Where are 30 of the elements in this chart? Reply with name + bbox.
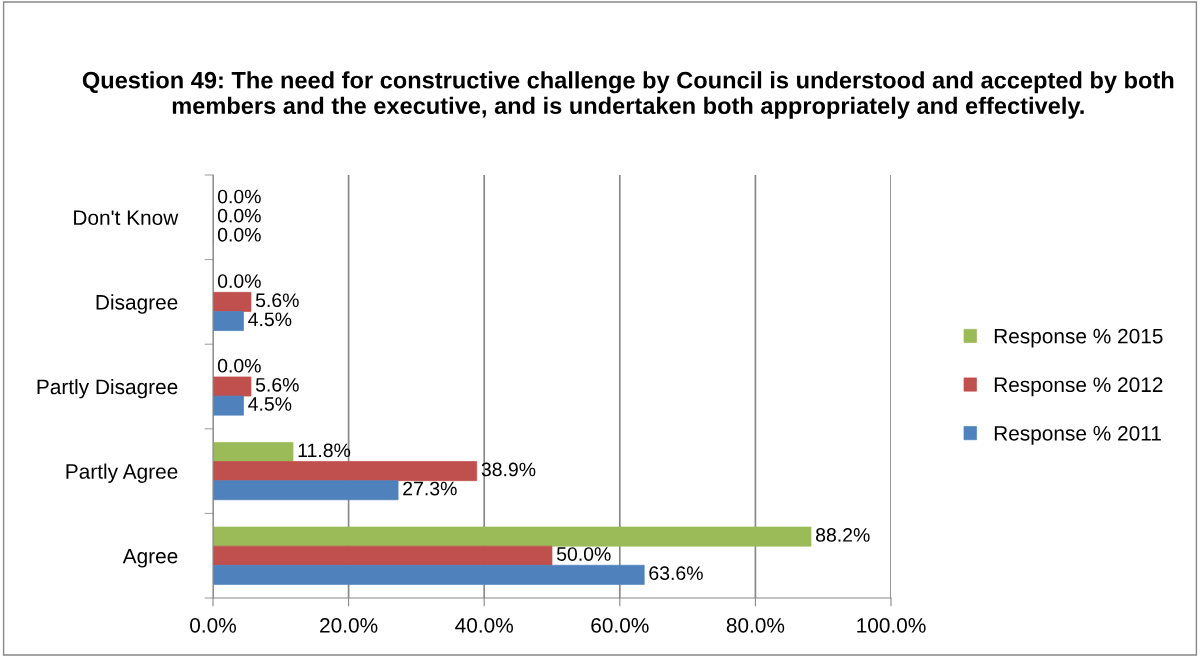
x-tick-label: 40.0% xyxy=(455,617,513,633)
x-tick-label: 20.0% xyxy=(320,617,378,633)
data-label: 27.3% xyxy=(403,481,457,496)
y-tick-label: Partly Agree xyxy=(66,463,178,483)
x-tick-label: 100.0% xyxy=(857,617,926,633)
data-label: 0.0% xyxy=(217,358,261,373)
y-tick-label: Partly Disagree xyxy=(37,378,178,399)
data-label: 0.0% xyxy=(217,274,261,288)
data-label: 11.8% xyxy=(298,443,351,458)
y-tick-label: Don't Know xyxy=(74,210,179,226)
data-label: 38.9% xyxy=(481,462,536,477)
data-label: 4.5% xyxy=(248,397,292,411)
y-tick-label: Disagree xyxy=(96,294,178,314)
x-tick-label: 80.0% xyxy=(726,617,785,633)
data-label: 4.5% xyxy=(248,312,292,327)
data-label: 88.2% xyxy=(816,528,870,542)
data-label: 0.0% xyxy=(217,227,261,242)
data-label: 63.6% xyxy=(649,566,703,581)
data-label: 5.6% xyxy=(255,377,299,392)
x-tick-label: 60.0% xyxy=(591,617,649,633)
data-label: 0.0% xyxy=(217,208,261,223)
x-tick-label: 0.0% xyxy=(190,617,236,633)
chart-title: Question 49: The need for constructive challenge by Council is understood and accepted by both members and the executive, and is undertaken both appropriately and effectively. xyxy=(82,71,1174,119)
data-label: 50.0% xyxy=(556,547,611,561)
legend-label: Response % 2015 xyxy=(994,328,1163,348)
legend-label: Response % 2012 xyxy=(994,377,1163,397)
y-tick-label: Agree xyxy=(122,548,178,568)
data-label: 5.6% xyxy=(255,293,299,308)
data-label: 0.0% xyxy=(217,189,261,204)
legend-label: Response % 2011 xyxy=(994,425,1161,445)
